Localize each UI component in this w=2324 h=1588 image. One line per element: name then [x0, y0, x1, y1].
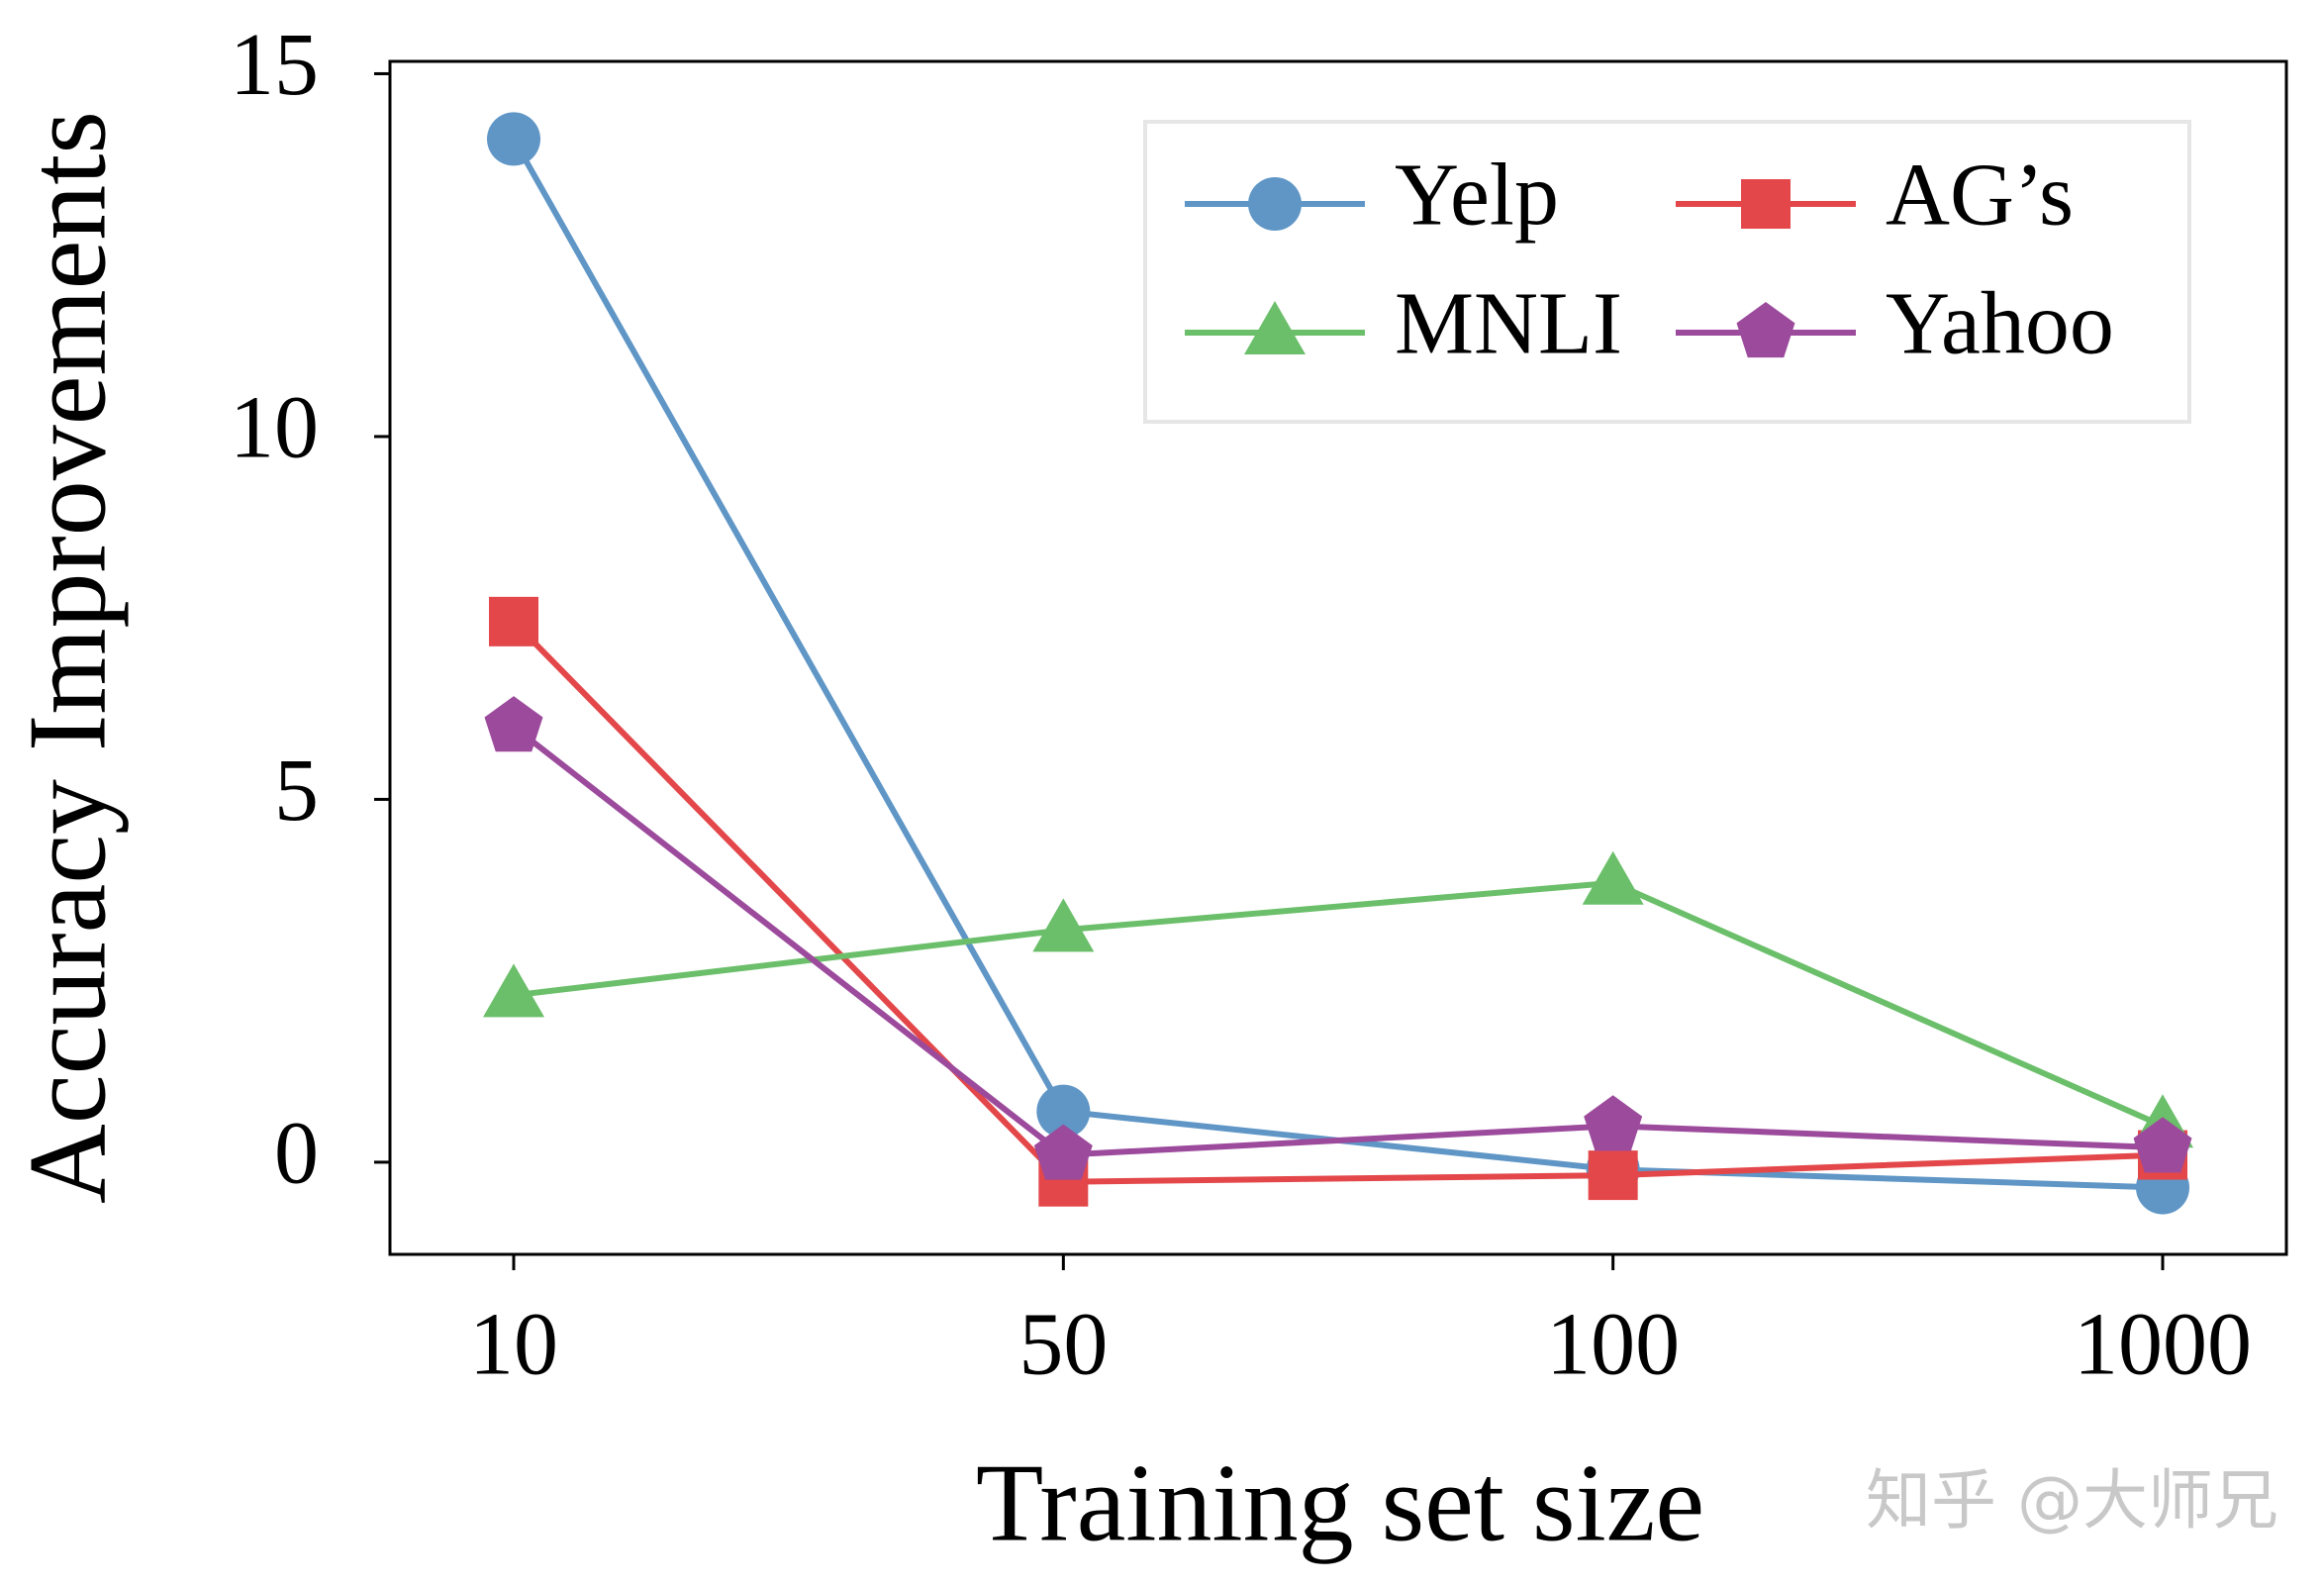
marker: [1036, 1084, 1091, 1139]
marker: [1582, 850, 1644, 905]
series-line: [513, 879, 2165, 1130]
legend-label: Yahoo: [1886, 275, 2114, 373]
y-tick-label: 15: [230, 16, 319, 114]
marker: [1588, 1150, 1638, 1201]
marker: [1741, 179, 1791, 229]
y-axis-label: Accuracy Improvements: [7, 111, 130, 1204]
series-line: [512, 724, 2164, 1158]
legend-label: MNLI: [1395, 275, 1622, 373]
marker: [2133, 1117, 2192, 1173]
marker: [1584, 1095, 1643, 1151]
plot-frame: [388, 59, 2288, 1256]
x-tick-label: 50: [1018, 1296, 1108, 1394]
marker: [484, 696, 543, 752]
x-tick-label: 10: [469, 1296, 558, 1394]
marker: [1244, 301, 1306, 354]
y-tick-label: 5: [274, 742, 319, 840]
legend-label: AG’s: [1886, 147, 2074, 245]
marker: [1033, 1124, 1093, 1180]
marker: [489, 596, 538, 646]
x-tick-label: 100: [1546, 1296, 1680, 1394]
legend-box: [1143, 120, 2191, 424]
watermark: 知乎 @大师兄: [1866, 1462, 2278, 1538]
marker: [487, 112, 540, 166]
marker: [483, 963, 544, 1018]
series-line: [511, 619, 2164, 1185]
y-tick-label: 0: [274, 1105, 319, 1203]
y-tick-label: 10: [230, 379, 319, 477]
x-axis-label: Training set size: [976, 1442, 1704, 1565]
marker: [1248, 177, 1302, 231]
marker: [1736, 302, 1795, 358]
legend-label: Yelp: [1395, 147, 1559, 245]
marker: [1032, 898, 1095, 952]
x-tick-label: 1000: [2074, 1296, 2252, 1394]
